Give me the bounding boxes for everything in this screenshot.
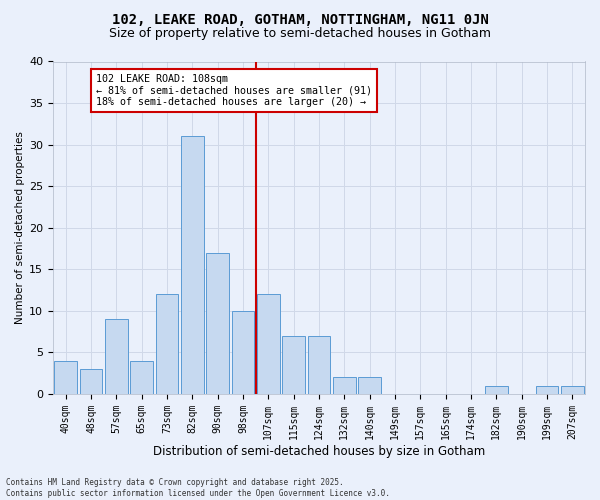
Bar xyxy=(54,360,77,394)
Bar xyxy=(282,336,305,394)
Bar xyxy=(536,386,559,394)
Bar xyxy=(257,294,280,394)
Y-axis label: Number of semi-detached properties: Number of semi-detached properties xyxy=(15,132,25,324)
Text: Contains HM Land Registry data © Crown copyright and database right 2025.
Contai: Contains HM Land Registry data © Crown c… xyxy=(6,478,390,498)
Bar xyxy=(485,386,508,394)
Bar xyxy=(232,311,254,394)
Bar xyxy=(358,378,381,394)
X-axis label: Distribution of semi-detached houses by size in Gotham: Distribution of semi-detached houses by … xyxy=(153,444,485,458)
Bar xyxy=(308,336,331,394)
Bar xyxy=(561,386,584,394)
Bar xyxy=(333,378,356,394)
Bar xyxy=(130,360,153,394)
Bar xyxy=(181,136,204,394)
Bar xyxy=(80,369,103,394)
Text: 102 LEAKE ROAD: 108sqm
← 81% of semi-detached houses are smaller (91)
18% of sem: 102 LEAKE ROAD: 108sqm ← 81% of semi-det… xyxy=(96,74,372,107)
Bar xyxy=(155,294,178,394)
Bar xyxy=(105,319,128,394)
Bar xyxy=(206,252,229,394)
Text: 102, LEAKE ROAD, GOTHAM, NOTTINGHAM, NG11 0JN: 102, LEAKE ROAD, GOTHAM, NOTTINGHAM, NG1… xyxy=(112,12,488,26)
Text: Size of property relative to semi-detached houses in Gotham: Size of property relative to semi-detach… xyxy=(109,28,491,40)
